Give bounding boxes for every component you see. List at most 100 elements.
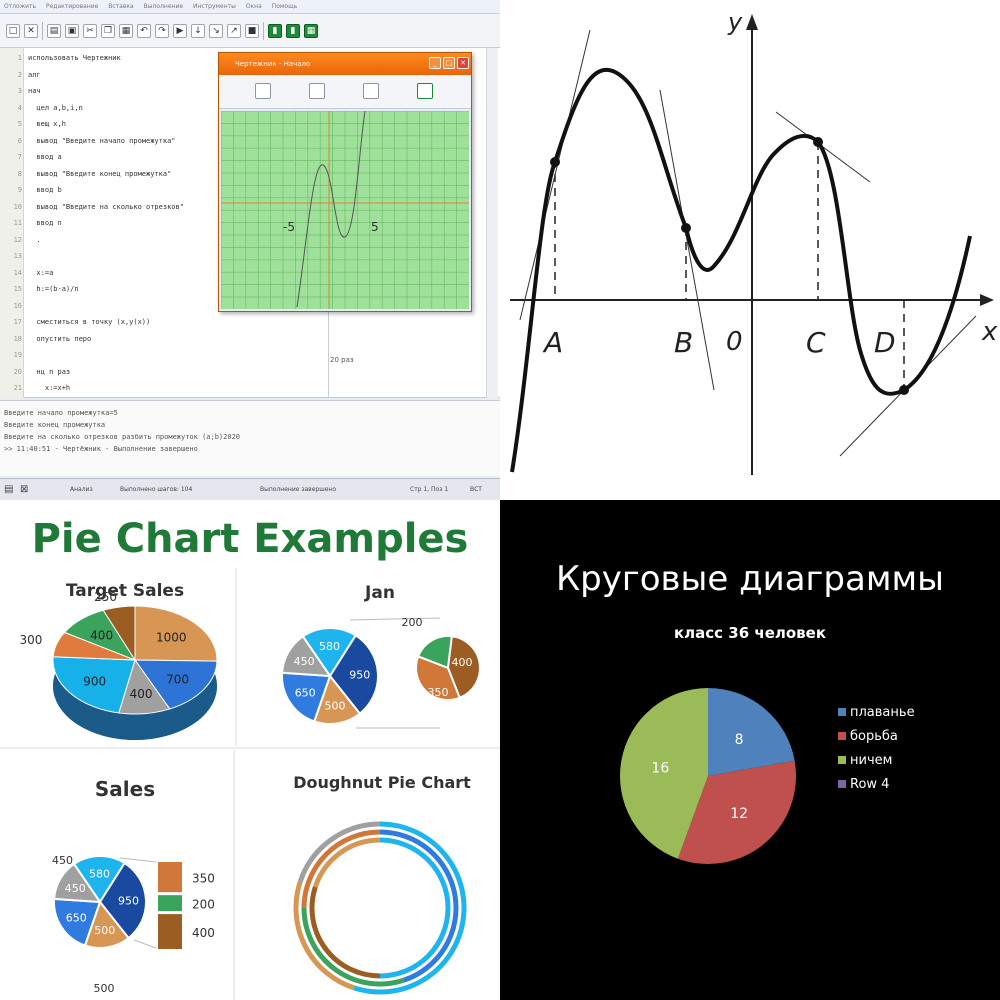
- code-line[interactable]: сместиться в точку (x,y(x)): [28, 318, 151, 326]
- menu-item[interactable]: Вставка: [108, 3, 134, 10]
- x-axis-label: x: [981, 317, 998, 347]
- russian-pie-panel: Кругoвые диаграммы класс 36 человек 8 12 1…: [500, 500, 1000, 1000]
- copy-icon[interactable]: ❐: [101, 23, 115, 38]
- step-into-icon[interactable]: ↘: [209, 23, 223, 38]
- drawer-titlebar[interactable]: Чертежник - Начало _ □ ✕: [219, 53, 471, 75]
- redo-icon[interactable]: ↷: [155, 23, 169, 38]
- line-number: 11: [13, 219, 22, 227]
- new-file-icon[interactable]: □: [6, 23, 20, 38]
- line-number: 10: [13, 202, 22, 211]
- step-icon[interactable]: ↓: [191, 23, 205, 38]
- pie-slice: [52, 656, 136, 714]
- zoom-in-icon[interactable]: [255, 83, 271, 99]
- status-steps: Выполнено шагов: 104: [120, 486, 193, 493]
- code-line[interactable]: x:=x+h: [28, 384, 71, 392]
- pie-slice: [281, 634, 332, 678]
- code-line[interactable]: вывод "Введите конец промежутка": [28, 169, 172, 178]
- chart-title-doughnut: Doughnut Pie Chart: [293, 773, 471, 792]
- code-line[interactable]: ввод n: [28, 219, 62, 227]
- console-icon[interactable]: ▤: [4, 484, 14, 495]
- zoom-out-icon[interactable]: [309, 83, 325, 99]
- drawer-canvas[interactable]: -5 5: [221, 111, 469, 309]
- line-number: 1: [17, 54, 22, 62]
- tangent-point-a: [550, 157, 560, 167]
- bar-segment: [158, 862, 182, 893]
- status-ins: ВСТ: [470, 486, 482, 493]
- save-icon[interactable]: ▣: [65, 23, 79, 38]
- data-label: 16: [651, 761, 669, 777]
- grid-icon[interactable]: ▦: [304, 23, 318, 38]
- pie-slices: 8 12 16: [619, 688, 796, 864]
- connector-line: [349, 617, 441, 621]
- code-line[interactable]: вещ x,h: [28, 120, 66, 128]
- doughnut-chart: [293, 821, 467, 995]
- point-label-b: B: [674, 326, 693, 359]
- chart-title: Кругoвые диаграммы: [556, 559, 944, 599]
- cut-icon[interactable]: ✂: [83, 23, 97, 38]
- menu-item[interactable]: Помощь: [271, 3, 298, 10]
- code-line[interactable]: ввод a: [28, 153, 62, 161]
- data-label: 950: [118, 894, 139, 907]
- point-label-a: A: [542, 326, 563, 359]
- minimize-icon[interactable]: _: [429, 57, 441, 69]
- menu-item[interactable]: Инструменты: [192, 3, 236, 10]
- stop-icon[interactable]: ■: [245, 23, 259, 38]
- menu-item[interactable]: Окна: [245, 3, 262, 10]
- close-icon[interactable]: ✕: [24, 23, 38, 38]
- code-line[interactable]: вывод "Введите на сколько отрезков": [28, 202, 184, 211]
- line-number: 3: [17, 87, 22, 95]
- tangent-point-c: [813, 137, 823, 147]
- doughnut-ring-segment: [301, 907, 405, 987]
- output-line: Введите на сколько отрезков разбить пром…: [4, 433, 241, 441]
- editor-scrollbar[interactable]: [486, 48, 498, 398]
- sub-pie-slice: [446, 635, 481, 700]
- line-number: 21: [13, 384, 22, 392]
- legend-swatch: [838, 708, 846, 716]
- drawer-icon[interactable]: ▮: [286, 23, 300, 38]
- pie-slice: [677, 760, 796, 864]
- code-line[interactable]: вывод "Введите начало промежутка": [28, 136, 176, 145]
- output-console: Введите начало промежутка=5 Введите коне…: [0, 400, 500, 476]
- code-line[interactable]: цел a,b,i,n: [28, 103, 83, 112]
- robot-icon[interactable]: ▮: [268, 23, 282, 38]
- grid-icon[interactable]: [363, 83, 379, 99]
- step-readout: 20 раз: [330, 356, 354, 364]
- code-line[interactable]: нц n раз: [28, 367, 71, 376]
- open-icon[interactable]: ▤: [47, 23, 61, 38]
- run-icon[interactable]: ▶: [173, 23, 187, 38]
- save-image-icon[interactable]: [417, 83, 433, 99]
- menu-item[interactable]: Редактирование: [45, 3, 99, 10]
- close-icon[interactable]: ✕: [457, 57, 469, 69]
- code-line[interactable]: использовать Чертежник: [28, 54, 121, 62]
- code-line[interactable]: h:=(b-a)/n: [28, 285, 79, 293]
- label-minus-five: -5: [283, 220, 295, 234]
- paste-icon[interactable]: ▦: [119, 23, 133, 38]
- legend: плаванье борьба ничем Row 4: [838, 705, 915, 792]
- function-graph: y x 0 A B C D: [510, 8, 998, 475]
- undo-icon[interactable]: ↶: [137, 23, 151, 38]
- russian-pie-chart: Кругoвые диаграммы класс 36 человек 8 12 1…: [556, 559, 944, 864]
- data-label: 300: [19, 633, 42, 647]
- line-number-gutter: 1 2 3 4 5 6 7 8 9 10 11 12 13 14 15 16 17 18 19 20 21: [0, 48, 24, 398]
- code-line[interactable]: опустить перо: [28, 334, 92, 343]
- line-number: 18: [13, 334, 22, 343]
- code-line[interactable]: x:=a: [28, 268, 54, 277]
- data-label: 400: [130, 687, 153, 701]
- code-line[interactable]: .: [28, 235, 41, 244]
- legend-swatch: [838, 780, 846, 788]
- maximize-icon[interactable]: □: [443, 57, 455, 69]
- line-number: 2: [17, 70, 22, 79]
- pie-examples: Pie Chart Examples Target Sales 1000 700 4…: [0, 516, 500, 1000]
- menu-item[interactable]: Выполнение: [143, 3, 184, 10]
- code-line[interactable]: алг: [28, 70, 41, 79]
- data-label: 650: [66, 912, 87, 925]
- menu-item[interactable]: Отложить: [4, 3, 37, 10]
- function-curve: [296, 111, 366, 308]
- function-graph-panel: y x 0 A B C D: [500, 0, 1000, 500]
- close-console-icon[interactable]: ⊠: [20, 484, 29, 495]
- step-out-icon[interactable]: ↗: [227, 23, 241, 38]
- code-line[interactable]: ввод b: [28, 186, 62, 194]
- code-line[interactable]: нач: [28, 87, 41, 95]
- menu-bar: Отложить Редактирование Вставка Выполнен…: [0, 0, 500, 14]
- target-sales-pie: 1000 700 400 900 300 400 250: [19, 590, 218, 740]
